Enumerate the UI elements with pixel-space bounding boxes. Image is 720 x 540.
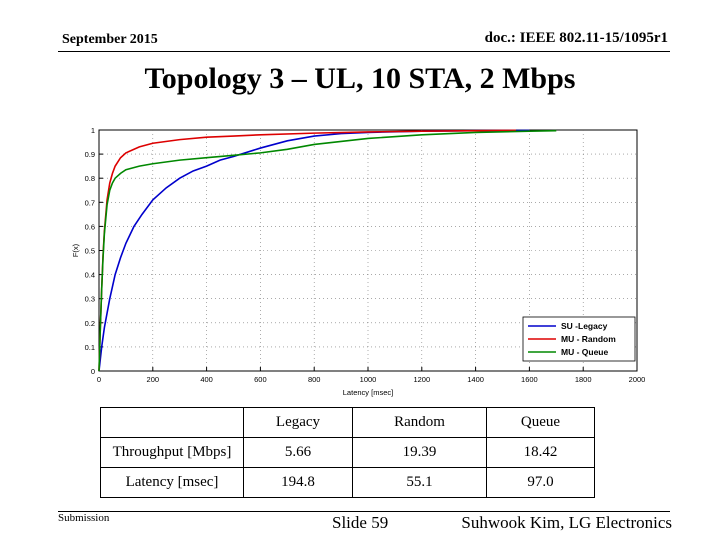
footer-slide-number: Slide 59 <box>332 513 389 532</box>
x-tick-label: 1400 <box>467 375 484 384</box>
table-cell: 19.39 <box>352 437 487 468</box>
header-doc-id: doc.: IEEE 802.11-15/1095r1 <box>484 30 668 46</box>
y-tick-label: 0.1 <box>85 343 95 352</box>
legend-label: MU - Queue <box>561 347 608 357</box>
table-header-random: Random <box>352 407 487 438</box>
cdf-chart: 0 200 400 600 800 1000 1200 1400 1600 1800 2000 0 0.… <box>71 126 646 397</box>
x-tick-label: 1200 <box>413 375 430 384</box>
table-cell: 5.66 <box>243 437 353 468</box>
footer-divider <box>58 511 670 512</box>
series-line <box>98 129 557 372</box>
x-tick-label: 1800 <box>575 375 592 384</box>
y-tick-label: 1 <box>91 126 95 135</box>
y-tick-label: 0.7 <box>85 198 95 207</box>
x-tick-label: 600 <box>254 375 267 384</box>
y-tick-label: 0 <box>91 367 95 376</box>
table-row: Latency [msec] 194.8 55.1 97.0 <box>100 467 595 498</box>
legend-label: SU -Legacy <box>561 321 608 331</box>
x-axis-label: Latency [msec] <box>343 388 393 397</box>
x-tick-label: 1600 <box>521 375 538 384</box>
x-tick-label: 1000 <box>360 375 377 384</box>
y-tick-label: 0.6 <box>85 222 95 231</box>
y-tick-label: 0.8 <box>85 174 95 183</box>
x-tick-label: 400 <box>200 375 213 384</box>
footer-submission: Submission <box>58 512 110 524</box>
table-cell: 97.0 <box>486 467 595 498</box>
table-cell-metric: Latency [msec] <box>100 467 244 498</box>
y-tick-label: 0.5 <box>85 247 95 256</box>
legend-label: MU - Random <box>561 334 616 344</box>
table-header-empty <box>100 407 244 438</box>
x-tick-label: 0 <box>97 375 101 384</box>
x-tick-label: 2000 <box>629 375 646 384</box>
footer-author: Suhwook Kim, LG Electronics <box>461 513 672 532</box>
y-axis-label: F(x) <box>71 243 80 257</box>
y-tick-label: 0.2 <box>85 319 95 328</box>
table-cell: 194.8 <box>243 467 353 498</box>
table-row: Throughput [Mbps] 5.66 19.39 18.42 <box>100 437 595 468</box>
series-line <box>98 129 530 372</box>
table-cell-metric: Throughput [Mbps] <box>100 437 244 468</box>
y-tick-label: 0.3 <box>85 295 95 304</box>
table-header-legacy: Legacy <box>243 407 353 438</box>
x-tick-label: 200 <box>147 375 160 384</box>
table-cell: 18.42 <box>486 437 595 468</box>
table-header-queue: Queue <box>486 407 595 438</box>
results-table: Legacy Random Queue Throughput [Mbps] 5.… <box>100 407 595 498</box>
header-divider <box>58 51 670 52</box>
table-header-row: Legacy Random Queue <box>100 407 595 438</box>
slide-title: Topology 3 – UL, 10 STA, 2 Mbps <box>144 62 576 95</box>
y-tick-label: 0.4 <box>85 271 95 280</box>
header-date: September 2015 <box>62 32 158 47</box>
table-cell: 55.1 <box>352 467 487 498</box>
y-tick-label: 0.9 <box>85 150 95 159</box>
x-tick-label: 800 <box>308 375 321 384</box>
